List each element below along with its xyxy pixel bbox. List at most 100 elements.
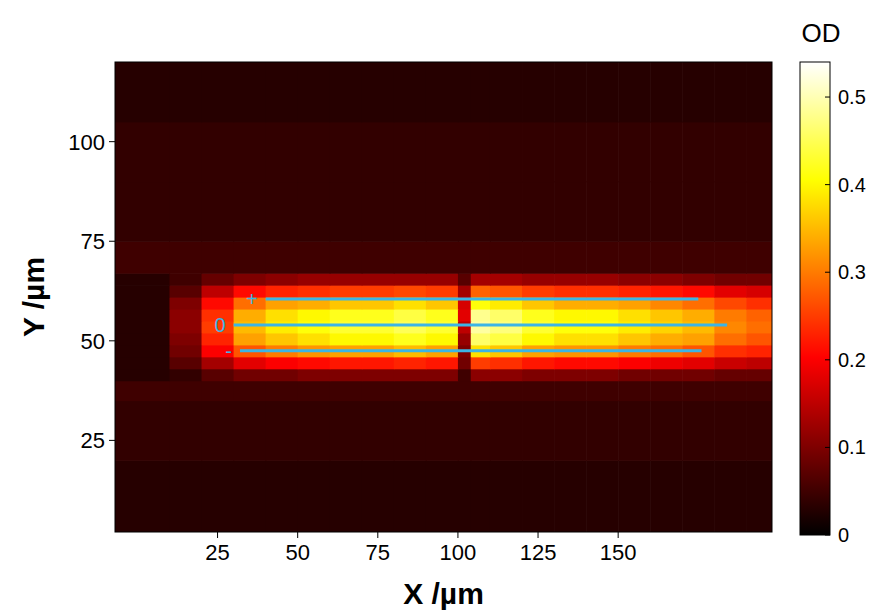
heatmap-cell	[490, 321, 523, 334]
heatmap-cell	[522, 357, 555, 370]
colorbar-tick	[825, 272, 830, 273]
heatmap-cell	[266, 357, 299, 370]
heatmap-cell	[746, 309, 772, 322]
chart: +0-255075100125150255075100X /µmY /µm00.…	[0, 0, 883, 616]
heatmap-cell	[618, 401, 651, 461]
heatmap-cell	[298, 401, 331, 461]
heatmap-cell	[426, 357, 459, 370]
heatmap-cell	[202, 460, 235, 532]
heatmap-cell	[298, 122, 331, 182]
heatmap-cell	[618, 122, 651, 182]
heatmap-cell	[471, 309, 491, 322]
heatmap-cell	[554, 241, 587, 273]
heatmap-cell	[266, 122, 299, 182]
heatmap-cell	[266, 285, 299, 298]
heatmap-cell	[490, 333, 523, 346]
heatmap-cell	[618, 285, 651, 298]
heatmap-cell	[490, 181, 523, 241]
heatmap-cell	[202, 241, 235, 273]
heatmap-cell	[458, 369, 471, 382]
heatmap-cell	[202, 369, 235, 382]
heatmap-cell	[234, 381, 267, 402]
heatmap-cell	[714, 333, 747, 346]
heatmap-cell	[362, 401, 395, 461]
heatmap-cell	[490, 357, 523, 370]
heatmap-cell	[234, 181, 267, 241]
heatmap-cell	[115, 181, 170, 241]
heatmap-cell	[471, 460, 491, 532]
x-tick-label: 100	[440, 540, 477, 565]
heatmap-cell	[490, 122, 523, 182]
heatmap-cell	[234, 321, 267, 334]
plot-frame	[115, 62, 772, 532]
heatmap-cell	[362, 321, 395, 334]
heatmap-cell	[682, 401, 715, 461]
x-tick	[377, 532, 378, 538]
x-tick	[618, 532, 619, 538]
y-tick-label: 50	[81, 329, 105, 354]
heatmap-cell	[471, 62, 491, 122]
y-tick-label: 25	[81, 428, 105, 453]
heatmap-cell	[650, 333, 683, 346]
heatmap-cell	[426, 309, 459, 322]
heatmap-cell	[426, 285, 459, 298]
heatmap-cell	[266, 241, 299, 273]
heatmap-cell	[169, 309, 202, 322]
heatmap-cell	[266, 369, 299, 382]
heatmap-cell	[169, 181, 202, 241]
heatmap-cell	[682, 241, 715, 273]
heatmap-cells	[115, 62, 772, 532]
heatmap-cell	[298, 381, 331, 402]
heatmap-cell	[426, 241, 459, 273]
colorbar-tick	[825, 184, 830, 185]
heatmap-cell	[458, 62, 471, 122]
heatmap-cell	[522, 181, 555, 241]
heatmap-cell	[458, 122, 471, 182]
heatmap-cell	[426, 122, 459, 182]
x-tick	[457, 532, 458, 538]
heatmap-cell	[586, 460, 619, 532]
heatmap-cell	[330, 285, 363, 298]
heatmap-cell	[202, 285, 235, 298]
heatmap-cell	[471, 381, 491, 402]
heatmap-cell	[458, 321, 471, 334]
heatmap-cell	[554, 122, 587, 182]
heatmap-cell	[746, 345, 772, 358]
heatmap-cell	[169, 357, 202, 370]
heatmap-cell	[426, 460, 459, 532]
heatmap-cell	[394, 122, 427, 182]
heatmap-cell	[586, 321, 619, 334]
x-tick-label: 50	[285, 540, 309, 565]
heatmap-cell	[298, 333, 331, 346]
heatmap-cell	[115, 401, 170, 461]
heatmap-cell	[650, 401, 683, 461]
heatmap-cell	[746, 333, 772, 346]
heatmap-cell	[586, 273, 619, 286]
heatmap-cell	[682, 321, 715, 334]
heatmap-cell	[169, 273, 202, 286]
heatmap-cell	[554, 321, 587, 334]
heatmap-cell	[234, 401, 267, 461]
heatmap-cell	[471, 369, 491, 382]
heatmap-cell	[234, 460, 267, 532]
heatmap-cell	[682, 285, 715, 298]
heatmap-cell	[618, 309, 651, 322]
x-axis-title: X /µm	[403, 577, 484, 610]
heatmap-cell	[522, 333, 555, 346]
heatmap-cell	[426, 333, 459, 346]
heatmap-cell	[714, 321, 747, 334]
heatmap-cell	[714, 381, 747, 402]
heatmap-cell	[330, 333, 363, 346]
heatmap-cell	[650, 122, 683, 182]
heatmap-cell	[522, 273, 555, 286]
heatmap-cell	[618, 381, 651, 402]
heatmap-cell	[362, 333, 395, 346]
heatmap-cell	[490, 62, 523, 122]
heatmap-cell	[115, 273, 170, 286]
heatmap-cell	[746, 357, 772, 370]
heatmap-cell	[169, 345, 202, 358]
colorbar-tick-label: 0	[838, 524, 849, 546]
heatmap-cell	[746, 285, 772, 298]
heatmap-cell	[362, 122, 395, 182]
heatmap-cell	[554, 381, 587, 402]
